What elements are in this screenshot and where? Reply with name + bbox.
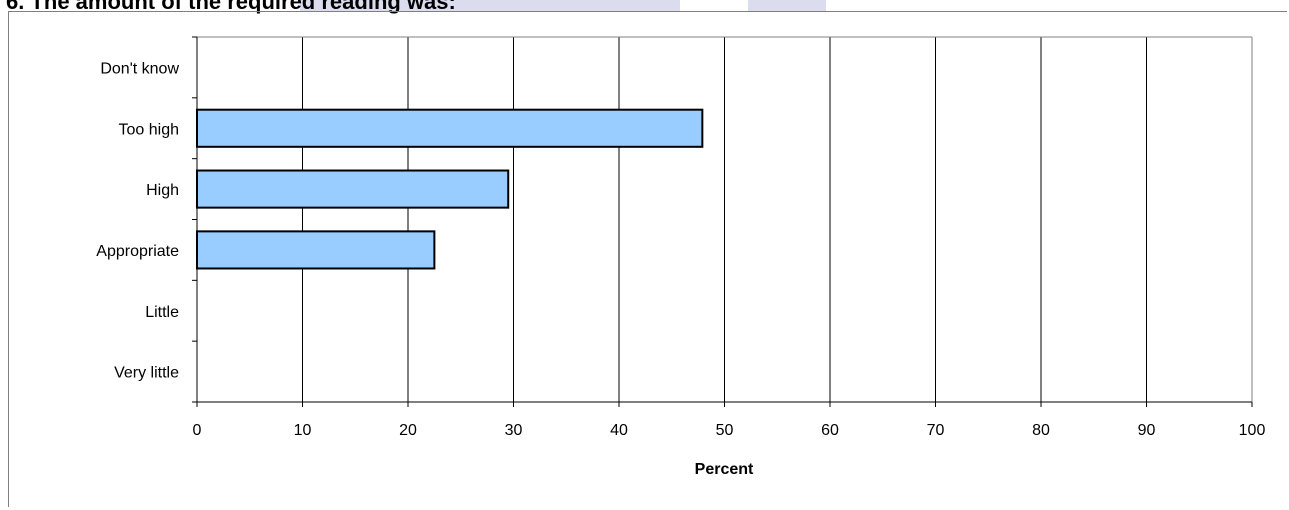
y-tick-labels: Very little Little Appropriate High Too high… [96,60,179,381]
x-tick-label: 80 [1032,422,1050,439]
y-tick-label: Little [145,304,179,321]
x-axis-label: Percent [695,461,754,478]
x-tick-label: 60 [821,422,839,439]
x-tick-label: 90 [1138,422,1156,439]
chart-title: 6. The amount of the required reading wa… [6,0,456,14]
x-tick-label: 30 [505,422,523,439]
x-tick-label: 10 [294,422,312,439]
axes [192,36,1253,407]
x-tick-label: 0 [193,422,202,439]
bar [196,108,704,148]
x-tick-label: 50 [716,422,734,439]
x-tick-label: 20 [399,422,417,439]
y-tick-label: High [146,182,179,199]
x-tick-label: 100 [1239,422,1266,439]
header-band-left [300,0,680,12]
chart-frame [8,11,1287,507]
bars [196,108,704,270]
y-tick-label: Appropriate [96,243,179,260]
y-tick-label: Very little [114,365,179,382]
x-tick-label: 40 [610,422,628,439]
x-tick-labels: 0 10 20 30 40 50 60 70 80 90 100 [193,422,1266,439]
bar [196,230,436,270]
y-tick-label: Too high [119,121,180,138]
bar [196,169,510,209]
y-tick-label: Don't know [100,60,179,77]
gridlines [197,36,1253,402]
header-band-right [748,0,826,12]
x-tick-label: 70 [927,422,945,439]
